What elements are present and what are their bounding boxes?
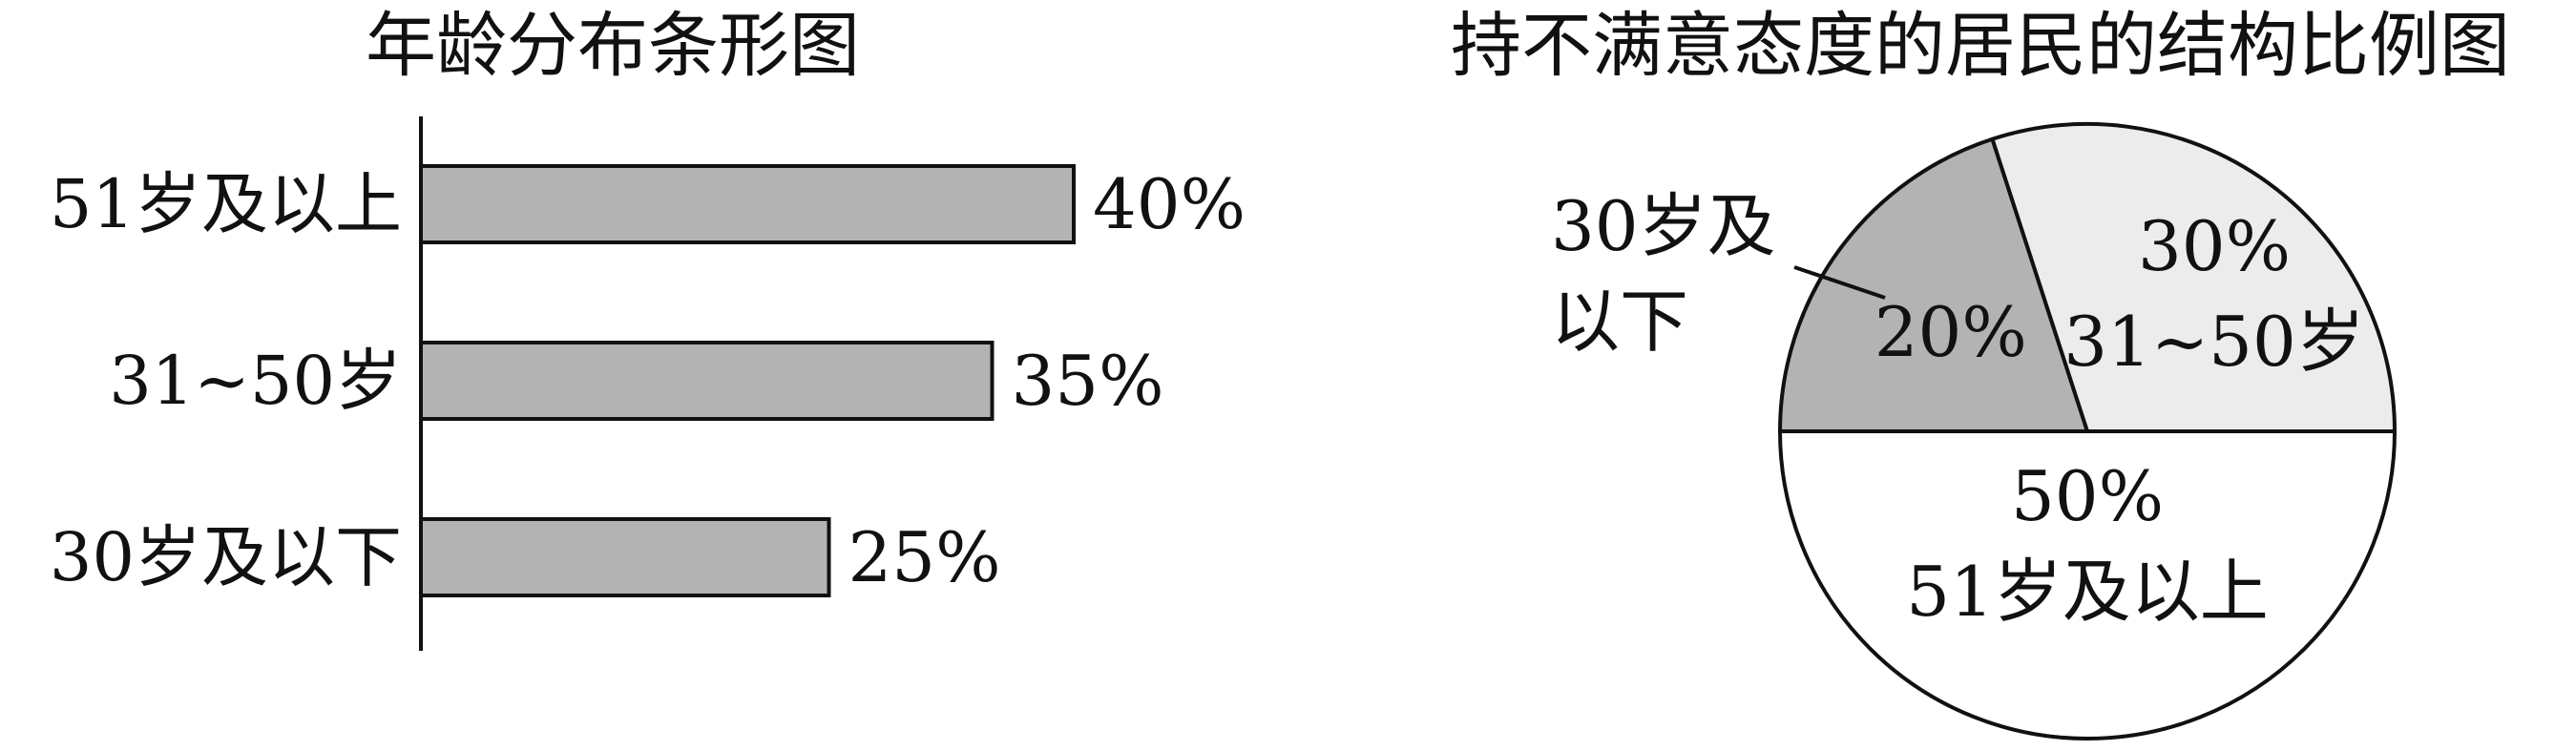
bar-chart-title: 年龄分布条形图 [366,5,860,87]
dissatisfied-residents-pie-chart: 持不满意态度的居民的结构比例图 50% 51岁及以上 20% 30% 31~50岁 30… [1451,5,2510,739]
pie-value-label-0: 50% [2011,456,2164,536]
pie-value-label-2: 30% [2138,206,2291,286]
pie-category-label-0: 51岁及以上 [1906,552,2269,632]
pie-value-label-1: 20% [1874,292,2027,372]
bar-value-label-1: 35% [1012,341,1164,421]
bar-0 [421,166,1074,242]
pie-callout-line-2: 以下 [1551,282,1688,362]
bar-value-label-0: 40% [1093,164,1246,244]
category-label-1: 31~50岁 [109,342,402,420]
bar-2 [421,519,829,595]
pie-chart-title: 持不满意态度的居民的结构比例图 [1451,5,2510,87]
category-label-0: 51岁及以上 [50,165,402,243]
bar-value-label-2: 25% [848,517,1001,597]
bar-1 [421,343,993,419]
category-label-2: 30岁及以下 [50,518,402,596]
age-distribution-bar-chart: 年龄分布条形图 51岁及以上 40% 31~50岁 35% 30岁及以下 25% [50,5,1246,651]
pie-callout-line-1: 30岁及 [1551,186,1776,266]
pie-category-label-2: 31~50岁 [2063,302,2365,382]
